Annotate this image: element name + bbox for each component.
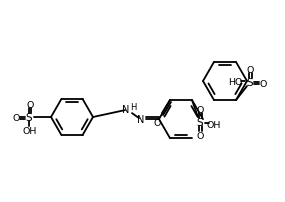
Text: O: O [197, 105, 204, 114]
Text: O: O [197, 131, 204, 140]
Text: O: O [259, 79, 267, 88]
Text: HO: HO [228, 77, 242, 86]
Text: OH: OH [23, 126, 37, 135]
Text: O: O [247, 65, 254, 74]
Text: O: O [153, 118, 161, 127]
Text: H: H [130, 102, 136, 111]
Text: OH: OH [207, 120, 221, 129]
Text: S: S [247, 78, 253, 88]
Text: N: N [137, 115, 145, 124]
Text: O: O [26, 100, 34, 109]
Text: S: S [26, 113, 32, 122]
Text: N: N [122, 105, 130, 115]
Text: S: S [197, 118, 203, 127]
Text: O: O [12, 114, 20, 123]
